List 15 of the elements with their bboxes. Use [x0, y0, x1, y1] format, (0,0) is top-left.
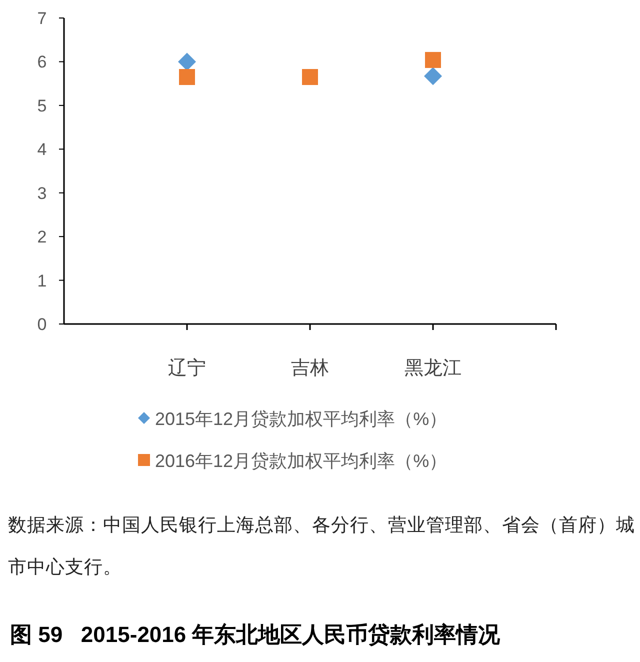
x-tick-label: 吉林	[291, 358, 329, 379]
y-tick-label: 4	[37, 140, 47, 160]
source-note: 数据来源：中国人民银行上海总部、各分行、营业管理部、省会（首府）城市中心支行。	[8, 514, 636, 580]
x-tick-label: 黑龙江	[404, 358, 462, 379]
y-tick-label: 0	[37, 315, 47, 334]
legend-label: 2016年12月贷款加权平均利率（%）	[155, 451, 448, 471]
y-tick-label: 5	[37, 96, 47, 116]
text: 图 59 2015-2016 年东北地区人民币贷款利率情况	[10, 622, 502, 647]
y-tick-label: 1	[37, 271, 47, 290]
y-tick-label: 7	[37, 9, 47, 28]
x-tick-label: 辽宁	[168, 357, 206, 379]
legend-label: 2015年12月贷款加权平均利率（%）	[155, 409, 448, 429]
y-tick-label: 2	[37, 228, 47, 247]
y-tick-label: 3	[37, 184, 47, 203]
y-tick-label: 6	[37, 52, 47, 72]
